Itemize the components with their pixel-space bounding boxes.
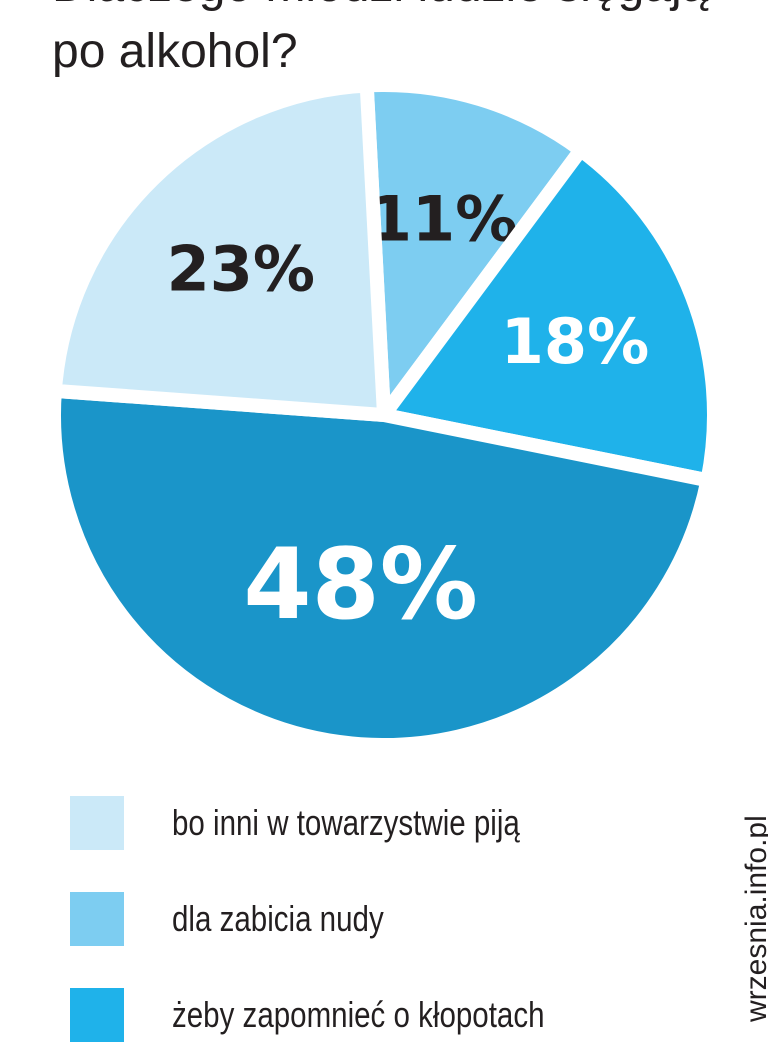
legend-label: bo inni w towarzystwie piją: [172, 802, 520, 843]
pie-chart: 11% 18% 48% 23%: [47, 78, 721, 753]
legend-item-others-drink: bo inni w towarzystwie piją: [70, 796, 670, 850]
pie-slice-48: [47, 383, 715, 753]
pie-slice-boredom: [359, 78, 588, 422]
legend-label: dla zabicia nudy: [172, 898, 384, 939]
pie-data-label: 18%: [501, 305, 649, 378]
legend-swatch: [70, 796, 124, 850]
pie-slice-others-drink: [47, 78, 391, 422]
pie-slice-forget-problems: [377, 143, 721, 488]
legend-swatch: [70, 892, 124, 946]
legend-item-forget-problems: żeby zapomnieć o kłopotach: [70, 988, 670, 1042]
pie-data-label: 48%: [243, 528, 478, 642]
pie-data-label: 11%: [369, 183, 517, 256]
source-watermark: wrzesnia.info.pl: [740, 815, 768, 1022]
chart-title: po alkohol?: [52, 25, 298, 78]
legend-swatch: [70, 988, 124, 1042]
pie-data-label: 23%: [167, 232, 315, 305]
legend-label: żeby zapomnieć o kłopotach: [172, 994, 545, 1035]
chart-title-cut-off: Dlaczego młodzi ludzie sięgają: [52, 0, 708, 10]
legend-item-boredom: dla zabicia nudy: [70, 892, 670, 946]
